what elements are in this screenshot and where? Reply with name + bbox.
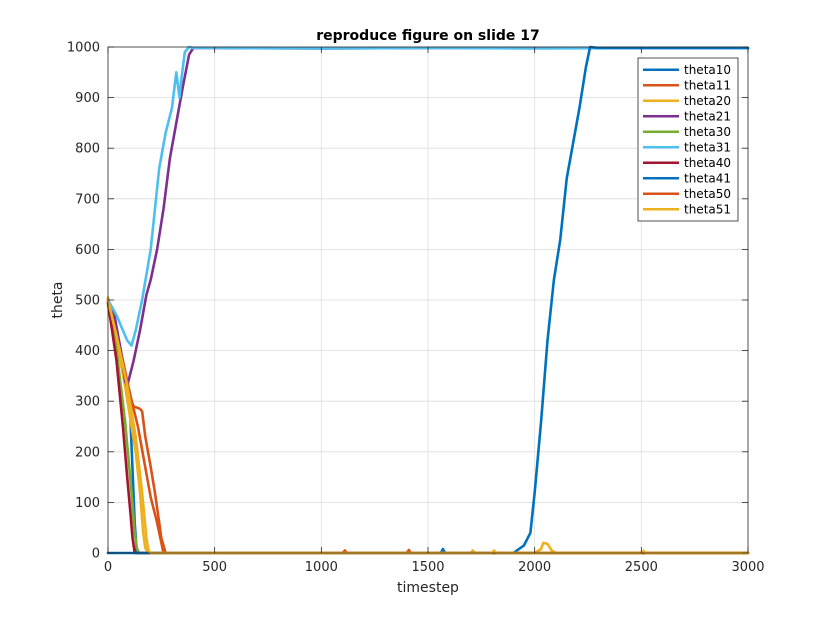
x-tick-label: 3000 — [731, 560, 764, 575]
y-tick-label: 200 — [75, 445, 100, 460]
x-tick-label: 1500 — [411, 560, 444, 575]
y-tick-label: 700 — [75, 192, 100, 207]
x-tick-label: 500 — [202, 560, 227, 575]
y-tick-label: 500 — [75, 294, 100, 309]
x-tick-label: 2500 — [625, 560, 658, 575]
legend-label-theta11: theta11 — [684, 78, 731, 92]
x-tick-label: 1000 — [305, 560, 338, 575]
y-tick-label: 800 — [75, 142, 100, 157]
y-tick-label: 1000 — [67, 41, 100, 56]
y-tick-label: 300 — [75, 395, 100, 410]
y-tick-label: 400 — [75, 344, 100, 359]
legend-label-theta20: theta20 — [684, 94, 731, 108]
legend-label-theta51: theta51 — [684, 202, 731, 216]
y-tick-label: 600 — [75, 243, 100, 258]
legend-label-theta21: theta21 — [684, 109, 731, 123]
y-tick-label: 900 — [75, 91, 100, 106]
x-tick-label: 2000 — [518, 560, 551, 575]
chart-title: reproduce figure on slide 17 — [316, 28, 540, 44]
legend-label-theta31: theta31 — [684, 140, 731, 154]
legend-label-theta41: theta41 — [684, 171, 731, 185]
y-axis-label: theta — [50, 281, 66, 318]
y-tick-label: 100 — [75, 496, 100, 511]
series-line-theta31 — [106, 45, 750, 347]
legend-label-theta10: theta10 — [684, 63, 731, 77]
x-tick-label: 0 — [104, 560, 112, 575]
x-axis-label: timestep — [397, 580, 459, 596]
legend-label-theta50: theta50 — [684, 187, 731, 201]
legend: theta10theta11theta20theta21theta30theta… — [637, 57, 739, 222]
y-tick-label: 0 — [92, 547, 100, 562]
legend-label-theta30: theta30 — [684, 125, 731, 139]
legend-label-theta40: theta40 — [684, 156, 731, 170]
ticks: 0 500 1000 1500 2000 2500 3000 0 100 200 300 400 500… — [67, 41, 765, 576]
